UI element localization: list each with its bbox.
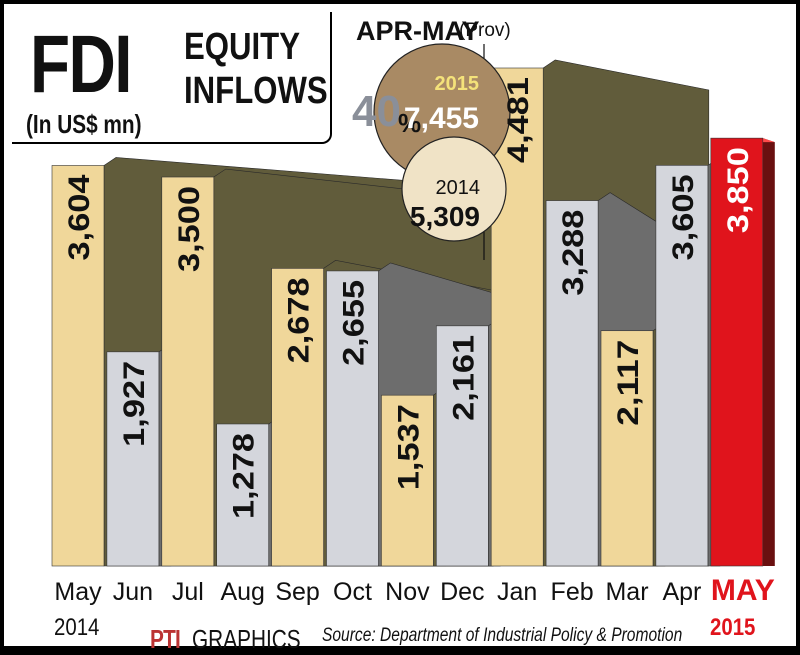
- bar-apr-11: [655, 165, 709, 567]
- bar-nov-6: [381, 394, 434, 567]
- x-tick-label-1: Jun: [113, 578, 153, 606]
- unit-label: (In US$ mn): [26, 109, 142, 139]
- growth-unit: %: [398, 108, 421, 138]
- x-tick-label-0: May: [54, 578, 102, 606]
- bar-jul-2: [161, 176, 215, 567]
- x-tick-label-2: Jul: [172, 578, 204, 606]
- x-tick-label-5: Oct: [333, 578, 372, 606]
- value-label-7: 2,161: [447, 335, 480, 421]
- value-label-4: 2,678: [283, 277, 316, 363]
- x-tick-label-4: Sep: [275, 578, 319, 606]
- x-tick-label-10: Mar: [605, 578, 648, 606]
- bar-oct-5: [326, 270, 379, 567]
- bar-layer: [51, 67, 775, 567]
- value-label-1: 1,927: [118, 361, 151, 447]
- period-label: APR-MAY: [356, 16, 480, 46]
- value-label-6: 1,537: [392, 404, 425, 490]
- x-tick-label-8: Jan: [497, 578, 537, 606]
- bar-side-12: [762, 138, 775, 566]
- circle-2014: [401, 136, 507, 242]
- value-label-5: 2,655: [338, 280, 371, 366]
- period-note: (Prov): [459, 20, 511, 41]
- value-label-10: 2,117: [612, 340, 645, 426]
- pti-logo: PTI: [150, 624, 181, 654]
- bar-may-0: [51, 165, 105, 567]
- bar-feb-9: [545, 200, 599, 567]
- bar-jan-8: [490, 67, 544, 567]
- current-value: 7,455: [404, 102, 479, 135]
- x-tick-label-7: Dec: [440, 578, 484, 606]
- value-label-0: 3,604: [63, 174, 96, 260]
- bar-jun-1: [106, 351, 160, 567]
- x-tick-label-3: Aug: [220, 578, 264, 606]
- x-tick-label-9: Feb: [551, 578, 594, 606]
- value-label-8: 4,481: [502, 77, 535, 163]
- value-label-3: 1,278: [228, 433, 261, 519]
- x-tick-label-6: Nov: [385, 578, 430, 606]
- bar-aug-3: [216, 423, 269, 567]
- end-year-label: 2015: [710, 614, 756, 641]
- bar-may-12: [710, 137, 764, 567]
- current-year: 2015: [435, 73, 480, 95]
- title-fdi: FDI: [30, 19, 132, 110]
- bar-dec-7: [435, 325, 489, 567]
- source-note: Source: Department of Industrial Policy …: [322, 625, 683, 646]
- title-panel: FDI EQUITY INFLOWS (In US$ mn): [12, 12, 332, 144]
- label-layer: 3,604 1,927 3,500 1,278 2,678 2,655 1,537 2,161…: [54, 77, 774, 607]
- bar-sep-4: [271, 268, 324, 567]
- previous-year: 2014: [436, 177, 481, 199]
- bar-mar-10: [600, 330, 654, 567]
- value-label-12: 3,850: [722, 147, 755, 233]
- title-equity: EQUITY: [184, 26, 301, 68]
- start-year-label: 2014: [54, 614, 100, 641]
- x-tick-label-12: MAY: [711, 574, 775, 607]
- value-label-9: 3,288: [557, 210, 590, 296]
- value-label-11: 3,605: [667, 174, 700, 260]
- value-label-2: 3,500: [173, 186, 206, 272]
- graphics-caption: GRAPHICS: [192, 624, 301, 654]
- title-inflows: INFLOWS: [184, 70, 328, 112]
- growth-value: 40: [352, 87, 401, 136]
- x-tick-label-11: Apr: [662, 578, 701, 606]
- previous-value: 5,309: [410, 201, 480, 232]
